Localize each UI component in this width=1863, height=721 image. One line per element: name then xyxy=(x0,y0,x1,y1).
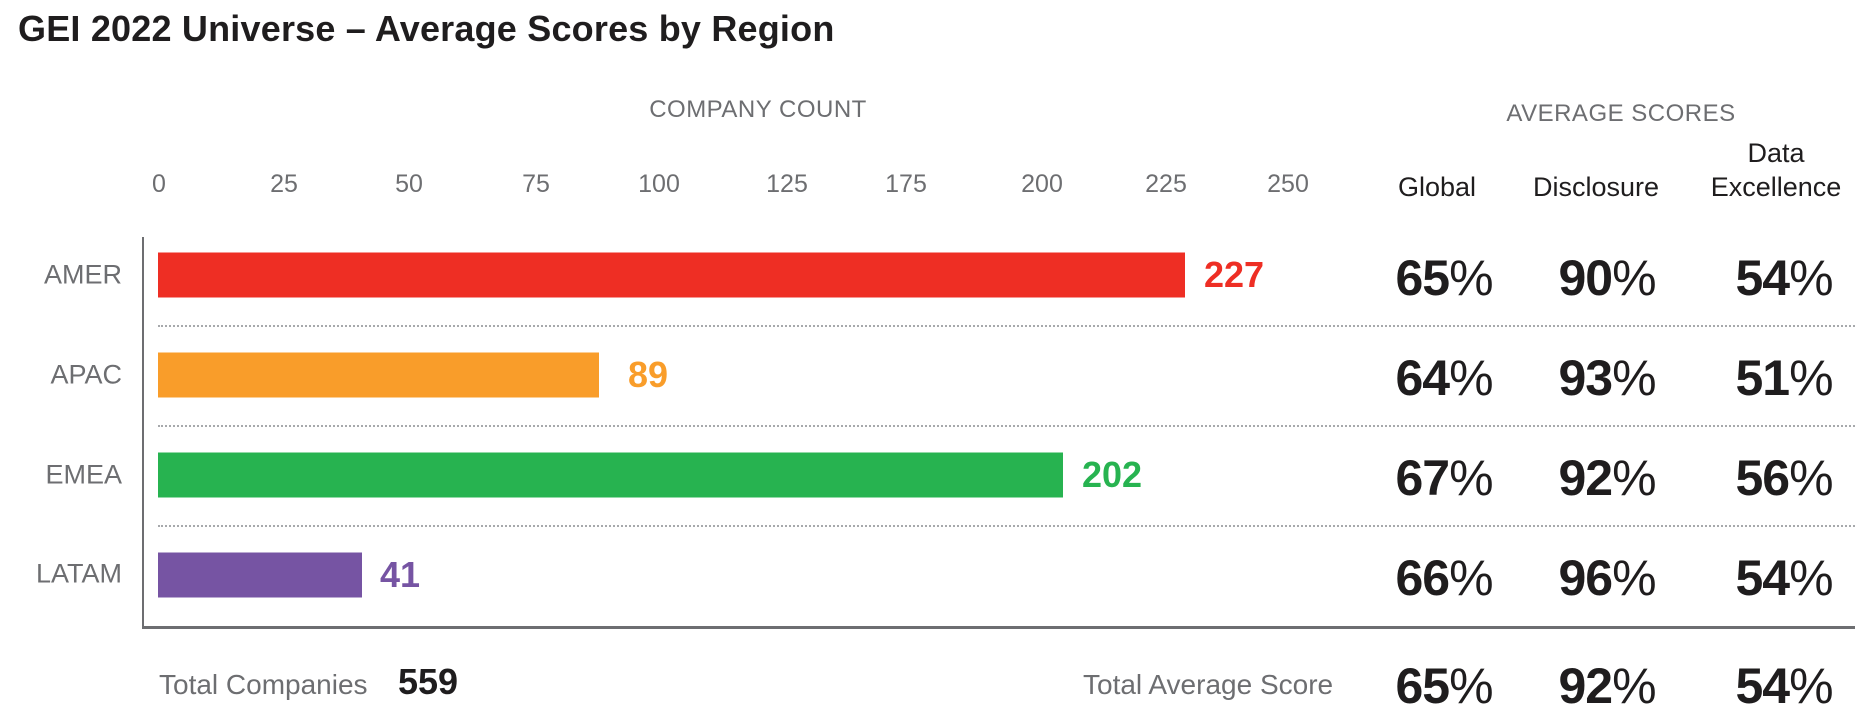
total-score-global: 65% xyxy=(1395,658,1493,714)
total-companies-label: Total Companies xyxy=(159,669,368,700)
region-label: APAC xyxy=(50,359,122,390)
score-disclosure: 93% xyxy=(1558,350,1656,406)
column-header-data-excellence-line1: Data xyxy=(1747,138,1805,168)
column-header-data-excellence: Data Excellence xyxy=(1711,136,1842,204)
region-label: AMER xyxy=(43,259,122,290)
x-tick: 75 xyxy=(522,170,550,198)
row-divider xyxy=(158,425,1855,427)
x-tick: 250 xyxy=(1267,170,1309,198)
score-global: 65% xyxy=(1395,250,1493,306)
bar-emea xyxy=(158,452,1063,498)
score-global: 64% xyxy=(1395,350,1493,406)
score-data-excellence: 54% xyxy=(1735,550,1833,606)
bar-value: 202 xyxy=(1082,454,1143,495)
y-axis-line xyxy=(142,237,144,629)
x-tick: 125 xyxy=(766,170,808,198)
column-header-global: Global xyxy=(1397,172,1477,202)
column-header-disclosure: Disclosure xyxy=(1532,172,1660,202)
bar-value: 227 xyxy=(1204,254,1265,295)
row-divider xyxy=(158,325,1855,327)
x-tick: 0 xyxy=(152,170,166,198)
column-header-data-excellence-line2: Excellence xyxy=(1710,172,1842,202)
bar-value: 41 xyxy=(380,554,421,595)
bar-apac xyxy=(158,352,599,398)
region-label: EMEA xyxy=(45,459,122,490)
bar-value: 89 xyxy=(628,354,669,395)
score-data-excellence: 54% xyxy=(1735,250,1833,306)
score-data-excellence: 51% xyxy=(1735,350,1833,406)
x-tick: 200 xyxy=(1021,170,1063,198)
region-label: LATAM xyxy=(35,558,122,589)
row-divider xyxy=(158,525,1855,527)
x-tick: 25 xyxy=(270,170,298,198)
x-tick: 50 xyxy=(395,170,423,198)
bar-amer xyxy=(158,252,1185,298)
x-axis-line xyxy=(142,626,1855,629)
company-count-header: COMPANY COUNT xyxy=(649,96,867,123)
bar-latam xyxy=(158,552,362,598)
score-data-excellence: 56% xyxy=(1735,450,1833,506)
average-scores-header: AVERAGE SCORES xyxy=(1506,100,1736,127)
x-tick: 100 xyxy=(638,170,680,198)
total-score-disclosure: 92% xyxy=(1558,658,1656,714)
chart-title: GEI 2022 Universe – Average Scores by Re… xyxy=(18,8,835,49)
total-average-score-label: Total Average Score xyxy=(1083,669,1334,700)
x-tick: 175 xyxy=(885,170,927,198)
score-disclosure: 90% xyxy=(1558,250,1656,306)
total-companies-value: 559 xyxy=(398,661,459,702)
total-score-data-excellence: 54% xyxy=(1735,658,1833,714)
x-tick: 225 xyxy=(1145,170,1187,198)
score-disclosure: 96% xyxy=(1558,550,1656,606)
score-global: 66% xyxy=(1395,550,1493,606)
score-global: 67% xyxy=(1395,450,1493,506)
score-disclosure: 92% xyxy=(1558,450,1656,506)
